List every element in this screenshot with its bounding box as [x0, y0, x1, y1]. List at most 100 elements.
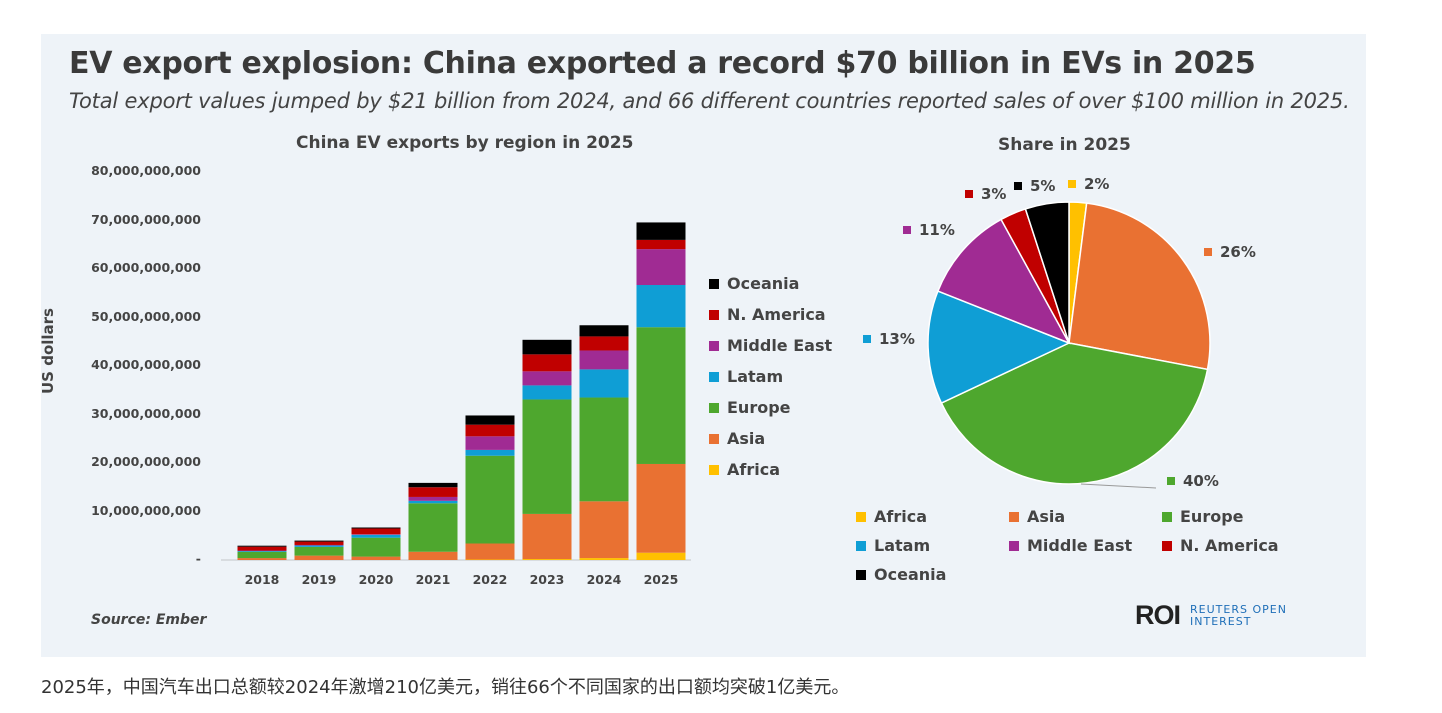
chart-title: EV export explosion: China exported a re…: [69, 46, 1256, 81]
legend-label: Europe: [1180, 507, 1244, 526]
bar-segment-latam-2024: [579, 369, 629, 398]
y-tick-label: -: [195, 551, 201, 566]
logo-name-line1: REUTERS OPEN: [1190, 602, 1287, 616]
legend-item-oceania: Oceania: [709, 274, 799, 293]
x-tick-label: 2024: [586, 572, 622, 587]
bar-segment-middle-east-2024: [579, 350, 629, 370]
legend-label: Latam: [874, 536, 931, 555]
bar-chart-title: China EV exports by region in 2025: [296, 133, 634, 153]
bar-segment-oceania-2019: [294, 540, 344, 542]
bar-segment-asia-2019: [294, 555, 344, 560]
bar-segment-n-america-2018: [237, 546, 287, 551]
bar-segment-middle-east-2021: [408, 496, 458, 501]
x-tick-label: 2025: [643, 572, 679, 587]
bar-segment-latam-2021: [408, 500, 458, 504]
label-swatch: [863, 335, 871, 343]
bar-segment-oceania-2020: [351, 527, 401, 529]
bar-segment-n-america-2022: [465, 424, 515, 437]
chart-panel: EV export explosion: China exported a re…: [39, 34, 1366, 657]
label-swatch: [1204, 248, 1212, 256]
legend-label: Europe: [727, 398, 791, 417]
x-tick-label: 2021: [415, 572, 451, 587]
bar-segment-asia-2025: [636, 463, 686, 553]
label-swatch: [1167, 477, 1175, 485]
legend-swatch: [1162, 511, 1172, 522]
legend-label: Oceania: [727, 274, 800, 293]
bar-segment-europe-2022: [465, 455, 515, 544]
pie-legend-item-latam: Latam: [856, 536, 930, 555]
data-label: 40%: [1183, 472, 1219, 490]
pie-slice-middle-east: [936, 218, 1071, 345]
logo-mark: ROI: [1135, 600, 1181, 630]
pie-legend-item-middle-east: Middle East: [1009, 536, 1132, 555]
bar-segment-latam-2019: [294, 545, 344, 547]
legend-swatch: [1162, 540, 1172, 551]
bar-segment-middle-east-2023: [522, 371, 572, 386]
bar-segment-latam-2022: [465, 449, 515, 456]
leader-line: [1080, 483, 1157, 489]
y-tick-label: 40,000,000,000: [91, 357, 201, 372]
legend-item-n-america: N. America: [709, 305, 826, 324]
legend-swatch: [856, 511, 866, 522]
x-tick-label: 2018: [244, 572, 280, 587]
caption: 2025年，中国汽车出口总额较2024年激增210亿美元，销往66个不同国家的出…: [41, 677, 850, 698]
legend-swatch: [856, 540, 866, 551]
bar-segment-middle-east-2018: [237, 550, 287, 552]
bar-segment-oceania-2022: [465, 415, 515, 425]
bar-segment-asia-2020: [351, 556, 401, 560]
y-tick-label: 80,000,000,000: [91, 163, 201, 178]
bar-segment-latam-2018: [237, 550, 287, 552]
legend-label: Africa: [727, 460, 780, 479]
data-label: 5%: [1030, 177, 1056, 195]
roi-logo: ROI REUTERS OPEN INTEREST: [1135, 600, 1287, 631]
bar-segment-africa-2023: [522, 559, 572, 560]
legend-label: Latam: [727, 367, 784, 386]
bar-segment-europe-2025: [636, 327, 686, 464]
pie-slice-latam: [927, 290, 1071, 405]
bar-segment-asia-2021: [408, 551, 458, 560]
bar-segment-asia-2022: [465, 543, 515, 560]
bar-segment-n-america-2024: [579, 336, 629, 351]
bar-segment-n-america-2021: [408, 487, 458, 497]
bar-segment-europe-2021: [408, 503, 458, 552]
bar-segment-europe-2019: [294, 546, 344, 556]
x-tick-label: 2019: [301, 572, 337, 587]
legend-label: Middle East: [1027, 536, 1133, 555]
pie-legend-item-europe: Europe: [1162, 507, 1244, 526]
legend-label: N. America: [1180, 536, 1279, 555]
legend-label: Middle East: [727, 336, 833, 355]
bar-segment-europe-2020: [351, 537, 401, 557]
pie-data-label-asia: 26%: [1204, 243, 1256, 261]
legend-label: Oceania: [874, 565, 947, 584]
legend-swatch: [709, 433, 719, 444]
legend-swatch: [709, 278, 719, 289]
bar-segment-oceania-2021: [408, 482, 458, 488]
legend-label: N. America: [727, 305, 826, 324]
bar-segment-middle-east-2022: [465, 436, 515, 450]
bar-segment-n-america-2020: [351, 528, 401, 535]
y-tick-label: 20,000,000,000: [91, 454, 201, 469]
pie-data-label-n-america: 3%: [965, 185, 1006, 203]
bar-segment-asia-2023: [522, 513, 572, 560]
label-swatch: [903, 226, 911, 234]
y-tick-label: 10,000,000,000: [91, 502, 201, 518]
y-tick-label: 60,000,000,000: [91, 260, 201, 275]
bar-segment-oceania-2018: [237, 545, 287, 547]
pie-slice-asia: [1068, 202, 1211, 371]
y-tick-label: 50,000,000,000: [91, 308, 201, 324]
legend-item-latam: Latam: [709, 367, 783, 386]
bar-segment-africa-2024: [579, 558, 629, 560]
bar-segment-asia-2024: [579, 501, 629, 559]
data-label: 13%: [879, 330, 915, 348]
y-tick-label: 30,000,000,000: [91, 405, 201, 421]
chart-svg: [221, 201, 1211, 561]
legend-swatch: [709, 340, 719, 351]
x-tick-label: 2020: [358, 572, 394, 587]
bar-segment-latam-2023: [522, 385, 572, 400]
bar-segment-middle-east-2025: [636, 249, 686, 286]
bar-segment-europe-2018: [237, 551, 287, 559]
bar-segment-europe-2024: [579, 397, 629, 502]
label-swatch: [1068, 180, 1076, 188]
bar-segment-africa-2022: [465, 559, 515, 561]
chart-subtitle: Total export values jumped by $21 billio…: [69, 89, 1350, 113]
